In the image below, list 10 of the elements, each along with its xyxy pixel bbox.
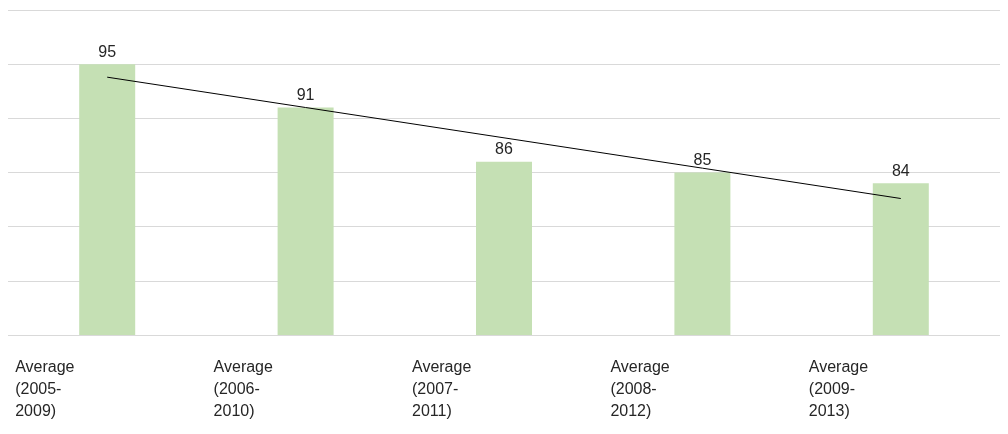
data-label: 86 — [495, 140, 513, 158]
data-label: 85 — [693, 151, 712, 168]
data-label: 84 — [891, 161, 910, 179]
data-label: 95 — [98, 42, 117, 60]
x-tick-label: Average (2009-2013) — [808, 357, 869, 419]
x-tick-label: Average (2006-2010) — [213, 357, 274, 419]
x-tick-label: Average (2007-2011) — [412, 357, 472, 419]
x-tick-label: Average (2008-2012) — [610, 357, 670, 419]
data-label: 91 — [296, 86, 315, 103]
x-tick-label: Average (2005-2009) — [15, 357, 75, 419]
